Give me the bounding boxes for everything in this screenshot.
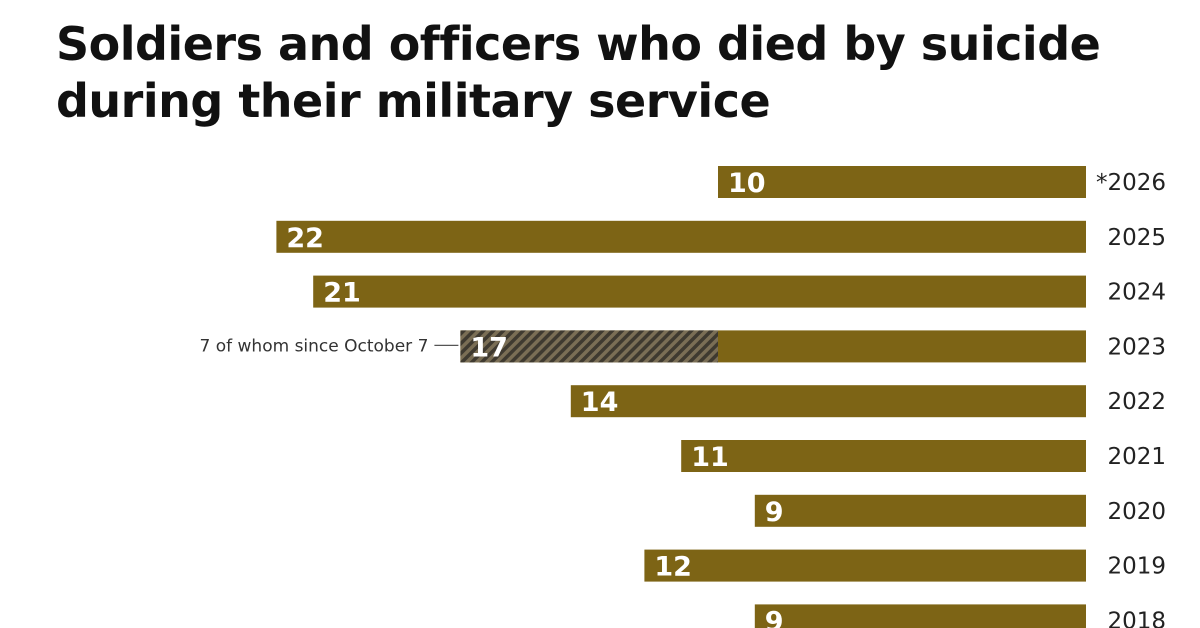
value-label-2025: 22	[286, 223, 324, 254]
category-label-2026: *2026	[1096, 170, 1166, 196]
value-label-2024: 21	[323, 278, 361, 309]
value-label-2021: 11	[691, 442, 729, 473]
bar-2019	[644, 549, 1086, 582]
value-label-2019: 12	[654, 552, 692, 583]
bar-2020	[754, 494, 1086, 527]
value-label-2020: 9	[765, 497, 784, 528]
bar-2018	[754, 604, 1086, 628]
value-label-2023: 17	[470, 332, 508, 363]
bars-group: 10 *2026 22 2025 21 2024 7 of whom since Octob…	[200, 166, 1166, 628]
category-label-2020: 2020	[1107, 499, 1166, 525]
bar-2025	[276, 220, 1086, 253]
category-label-2021: 2021	[1107, 444, 1166, 470]
category-label-2018: 2018	[1107, 608, 1166, 628]
category-label-2025: 2025	[1107, 225, 1166, 251]
chart-title-line-1: Soldiers and officers who died by suicid…	[56, 17, 1101, 71]
value-label-2018: 9	[765, 606, 784, 628]
bar-2022	[570, 385, 1086, 418]
category-label-2019: 2019	[1107, 554, 1166, 580]
annotation-label: 7 of whom since October 7	[200, 336, 429, 356]
bar-segment-hatched-2023	[460, 330, 718, 363]
value-label-2022: 14	[581, 387, 619, 418]
chart-title-line-2: during their military service	[56, 74, 771, 128]
value-label-2026: 10	[728, 168, 766, 199]
bar-2021	[681, 440, 1086, 472]
category-label-2022: 2022	[1107, 389, 1166, 415]
category-label-2024: 2024	[1107, 280, 1166, 306]
bar-2024	[313, 275, 1086, 308]
chart-title: Soldiers and officers who died by suicid…	[56, 16, 1156, 130]
category-label-2023: 2023	[1107, 334, 1166, 360]
bar-2026	[718, 166, 1086, 198]
